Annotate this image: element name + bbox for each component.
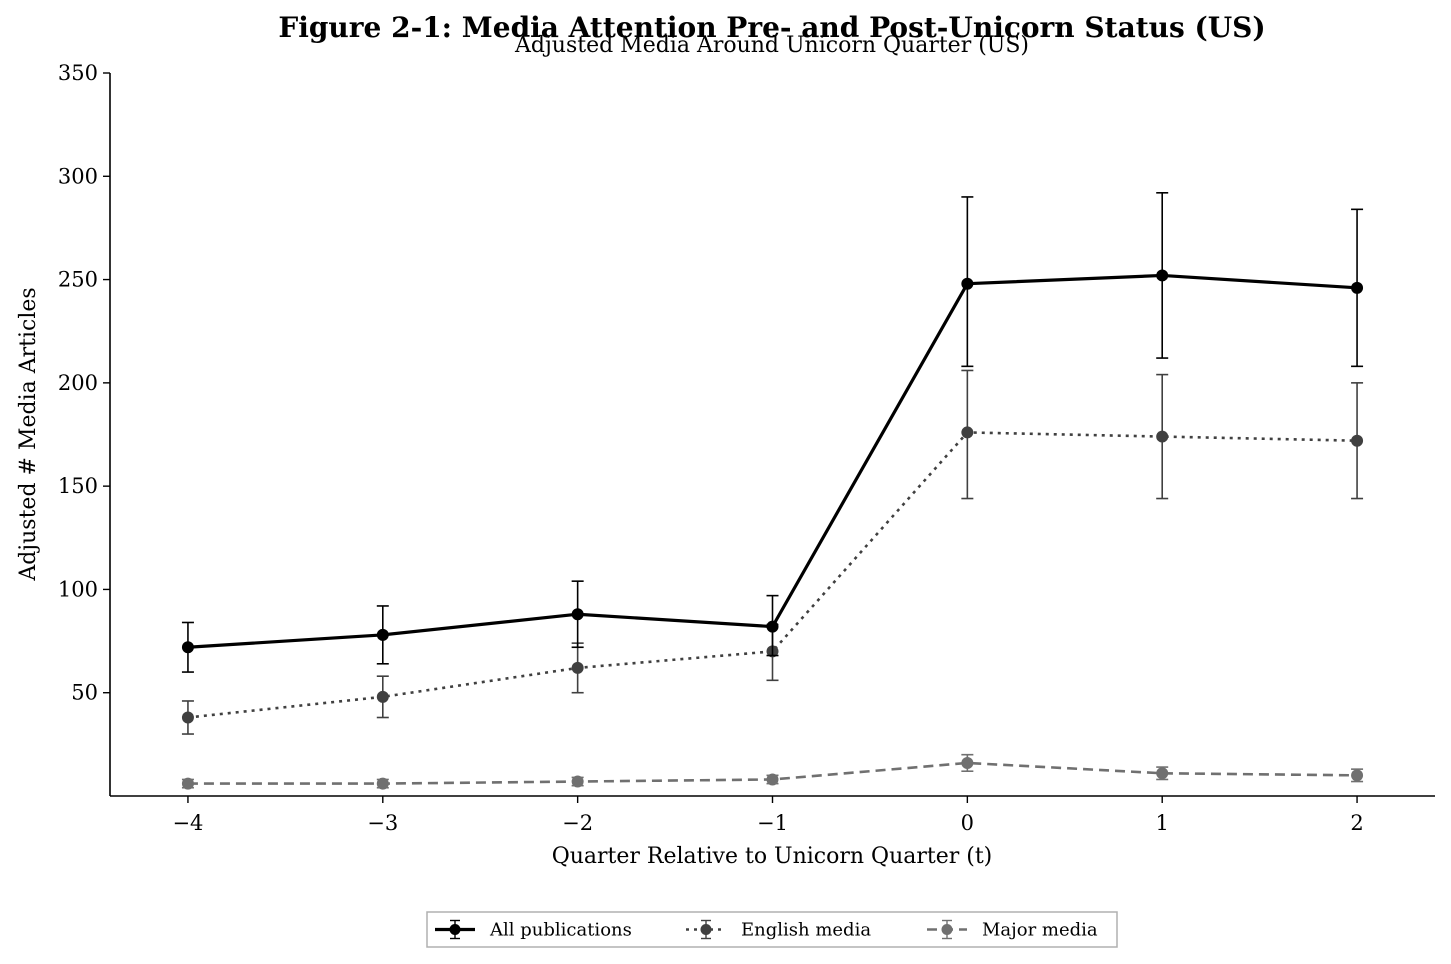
x-tick-label: −1: [757, 811, 788, 835]
series-major-media: [181, 753, 1364, 790]
data-point: [376, 777, 389, 790]
data-point: [961, 426, 974, 439]
data-point: [571, 608, 584, 621]
data-point: [1156, 767, 1169, 780]
data-point: [181, 711, 194, 724]
x-tick-label: 2: [1350, 811, 1363, 835]
x-tick-label: −2: [562, 811, 593, 835]
data-point: [376, 690, 389, 703]
chart-series: [181, 192, 1364, 790]
x-tick-label: 1: [1156, 811, 1169, 835]
legend-marker: [449, 924, 461, 935]
legend-entry: Major media: [927, 920, 1098, 941]
series-line: [187, 273, 1358, 649]
data-point: [181, 641, 194, 654]
y-tick-label: 100: [58, 577, 98, 601]
data-point: [766, 773, 779, 786]
x-tick-label: 0: [961, 811, 974, 835]
chart-title: Figure 2-1: Media Attention Pre- and Pos…: [278, 11, 1265, 44]
x-tick-label: −3: [367, 811, 398, 835]
y-tick-label: 300: [58, 164, 98, 188]
data-point: [571, 775, 584, 788]
x-tick-label: −4: [172, 811, 203, 835]
legend-frame: [426, 911, 1118, 948]
y-tick-label: 150: [58, 474, 98, 498]
legend-entry: All publications: [435, 920, 632, 941]
y-tick-label: 200: [58, 371, 98, 395]
data-point: [1351, 769, 1364, 782]
data-point: [1351, 281, 1364, 294]
chart-subtitle: Adjusted Media Around Unicorn Quarter (U…: [514, 33, 1029, 58]
legend-label: All publications: [489, 920, 632, 941]
series-english-media: [181, 369, 1364, 735]
data-point: [1156, 269, 1169, 282]
data-point: [1156, 430, 1169, 443]
y-tick-label: 50: [71, 681, 98, 705]
data-point: [766, 620, 779, 633]
legend-label: English media: [741, 920, 871, 941]
chart-legend: All publications English media Major media: [426, 911, 1118, 948]
data-point: [1351, 434, 1364, 447]
y-tick-label: 350: [58, 61, 98, 85]
legend-marker: [941, 924, 953, 935]
data-point: [181, 777, 194, 790]
y-tick-label: 250: [58, 268, 98, 292]
data-point: [376, 628, 389, 641]
data-point: [571, 661, 584, 674]
data-point: [961, 277, 974, 290]
legend-label: Major media: [982, 920, 1098, 941]
series-all-publications: [181, 192, 1364, 673]
legend-marker: [700, 924, 712, 935]
x-axis-label: Quarter Relative to Unicorn Quarter (t): [552, 844, 993, 869]
chart-axes: 50 100 150 200 250 300 350 −4 −3 −2 −1 0 1 2: [58, 61, 1435, 835]
data-point: [961, 756, 974, 769]
y-axis-label: Adjusted # Media Articles: [16, 287, 41, 581]
legend-entry: English media: [686, 920, 871, 941]
